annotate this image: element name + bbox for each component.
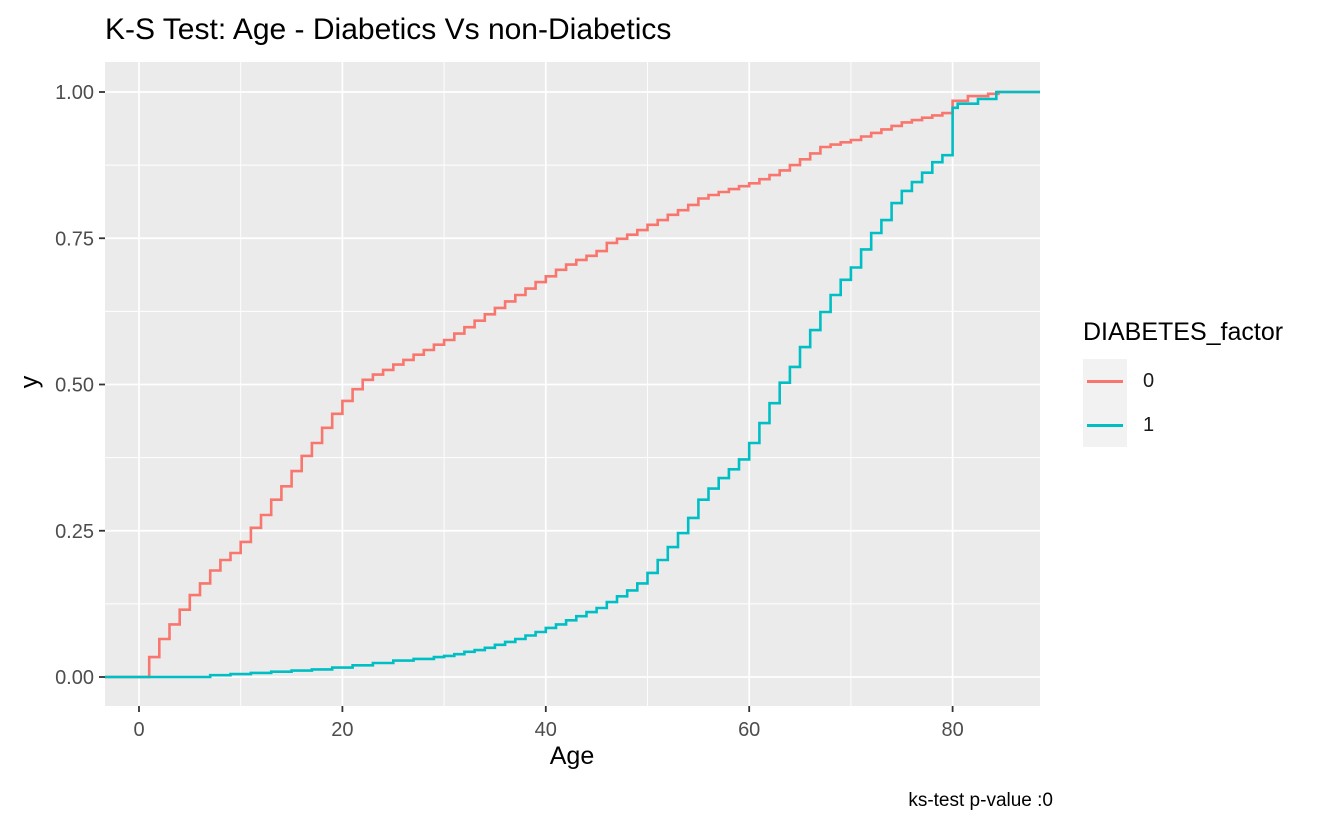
- ks-test-pvalue-caption: ks-test p-value :0: [908, 790, 1053, 811]
- legend-label-1: 1: [1143, 413, 1155, 436]
- y-tick-label: 0.25: [55, 521, 94, 543]
- ecdf-curve-series-1: [105, 90, 1040, 679]
- y-axis-title: y: [15, 375, 44, 389]
- x-tick-label: 0: [133, 719, 144, 741]
- legend-key-1: [1083, 403, 1127, 447]
- ecdf-curve-series-0: [105, 90, 1040, 679]
- legend-title: DIABETES_factor: [1083, 318, 1284, 346]
- x-axis-title: Age: [549, 742, 595, 770]
- x-tick-label: 40: [535, 719, 557, 741]
- legend-key-0: [1083, 359, 1127, 403]
- legend-label-0: 0: [1143, 369, 1155, 392]
- series-1-line-swatch: [1087, 423, 1123, 427]
- series-0-line-swatch: [1087, 379, 1123, 383]
- x-tick-label: 60: [738, 719, 760, 741]
- y-tick-label: 0.75: [55, 228, 94, 250]
- legend-entry-0: 0: [1083, 359, 1283, 403]
- legend-entry-1: 1: [1083, 403, 1283, 447]
- x-tick-label: 80: [941, 719, 963, 741]
- y-tick-label: 0.00: [55, 667, 94, 689]
- y-tick-label: 1.00: [55, 82, 94, 104]
- legend: DIABETES_factor 0 1: [1083, 318, 1283, 447]
- x-tick-label: 20: [331, 719, 353, 741]
- y-tick-label: 0.50: [55, 375, 94, 397]
- plot-title: K-S Test: Age - Diabetics Vs non-Diabeti…: [105, 13, 672, 46]
